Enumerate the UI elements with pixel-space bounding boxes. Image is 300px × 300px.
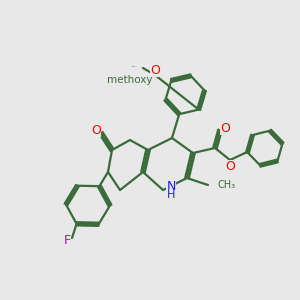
Text: F: F [63, 233, 70, 247]
Text: methoxy: methoxy [107, 75, 153, 85]
Text: O: O [225, 160, 235, 172]
Text: O: O [220, 122, 230, 134]
Text: O: O [150, 64, 160, 76]
Text: O: O [91, 124, 101, 136]
Text: CH₃: CH₃ [217, 180, 235, 190]
Text: N: N [166, 181, 176, 194]
Text: methoxy: methoxy [132, 65, 138, 67]
Text: H: H [167, 190, 175, 200]
